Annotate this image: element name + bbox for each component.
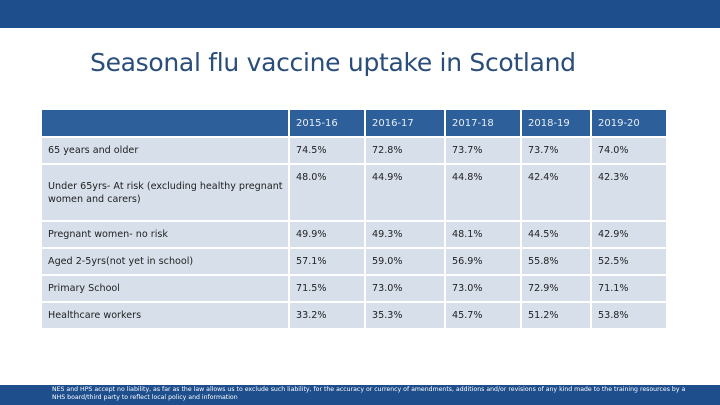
table-cell: 33.2% [288,303,364,328]
table-cell: 48.0% [288,165,364,220]
table-cell: 72.8% [364,138,444,163]
uptake-table: 2015-16 2016-17 2017-18 2018-19 2019-20 … [42,108,666,330]
table-cell: 74.5% [288,138,364,163]
table-header-cell: 2015-16 [288,110,364,136]
top-banner [0,0,720,28]
table-cell: 48.1% [444,222,520,247]
table-cell: 73.7% [444,138,520,163]
table-cell: 42.9% [590,222,666,247]
table-header-cell: 2017-18 [444,110,520,136]
table-header-row: 2015-16 2016-17 2017-18 2018-19 2019-20 [42,110,666,136]
table-row: Aged 2-5yrs(not yet in school) 57.1% 59.… [42,249,666,274]
table-row: Under 65yrs- At risk (excluding healthy … [42,165,666,220]
table-cell: 59.0% [364,249,444,274]
table-row: Primary School 71.5% 73.0% 73.0% 72.9% 7… [42,276,666,301]
table-cell: 57.1% [288,249,364,274]
table-cell: 52.5% [590,249,666,274]
bottom-banner [0,385,720,405]
table-row: Healthcare workers 33.2% 35.3% 45.7% 51.… [42,303,666,328]
table-cell: 51.2% [520,303,590,328]
table-cell: 53.8% [590,303,666,328]
table-cell: 49.9% [288,222,364,247]
table-cell: 44.8% [444,165,520,220]
row-label: Pregnant women- no risk [42,222,288,247]
table-header-cell: 2018-19 [520,110,590,136]
table-cell: 42.4% [520,165,590,220]
table-cell: 35.3% [364,303,444,328]
table-cell: 56.9% [444,249,520,274]
row-label: Under 65yrs- At risk (excluding healthy … [42,165,288,220]
row-label: Primary School [42,276,288,301]
table-cell: 72.9% [520,276,590,301]
table-cell: 44.9% [364,165,444,220]
table-row: Pregnant women- no risk 49.9% 49.3% 48.1… [42,222,666,247]
row-label: Aged 2-5yrs(not yet in school) [42,249,288,274]
table-cell: 71.5% [288,276,364,301]
table-cell: 73.7% [520,138,590,163]
table-cell: 73.0% [364,276,444,301]
table-cell: 42.3% [590,165,666,220]
table-cell: 74.0% [590,138,666,163]
table-cell: 71.1% [590,276,666,301]
table-header-empty [42,110,288,136]
row-label: Healthcare workers [42,303,288,328]
table-cell: 49.3% [364,222,444,247]
slide-title: Seasonal flu vaccine uptake in Scotland [90,48,576,77]
table-cell: 45.7% [444,303,520,328]
table-cell: 44.5% [520,222,590,247]
table-header-cell: 2016-17 [364,110,444,136]
table-cell: 73.0% [444,276,520,301]
table-header-cell: 2019-20 [590,110,666,136]
row-label: 65 years and older [42,138,288,163]
table-cell: 55.8% [520,249,590,274]
disclaimer-text: NES and HPS accept no liability, as far … [52,386,686,401]
table-row: 65 years and older 74.5% 72.8% 73.7% 73.… [42,138,666,163]
